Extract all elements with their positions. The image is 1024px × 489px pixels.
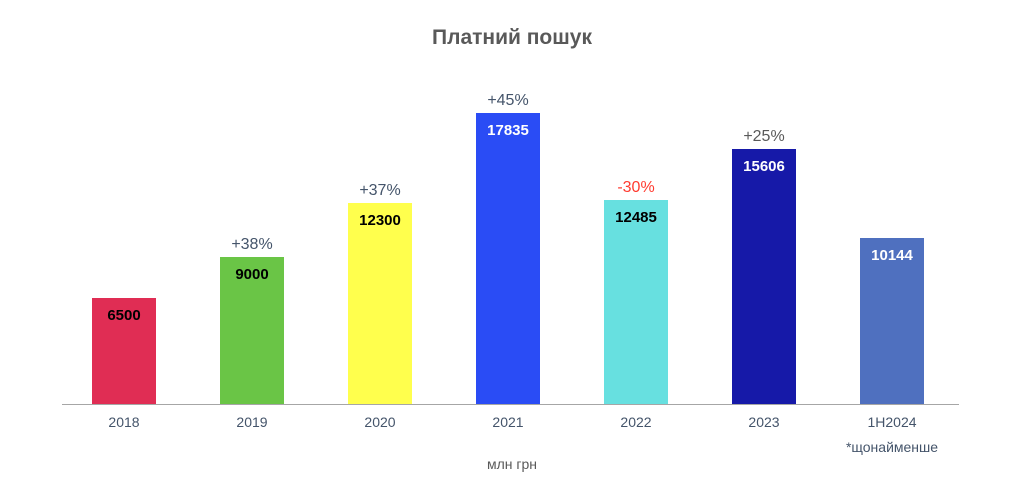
bar-value-label: 9000: [235, 266, 269, 283]
growth-label: -30%: [617, 179, 655, 196]
bar-2019: 9000: [220, 257, 284, 404]
x-axis-label: млн грн: [486, 456, 538, 472]
bar-value-label: 17835: [487, 122, 529, 139]
growth-label: +38%: [231, 236, 273, 253]
growth-label: +25%: [743, 128, 785, 145]
growth-label: +37%: [359, 182, 401, 199]
x-tick-label: 2022: [620, 414, 652, 430]
bar-value-label: 12300: [359, 212, 401, 229]
footnote-annotation: *щонайменше: [845, 439, 939, 455]
growth-label: +45%: [487, 92, 529, 109]
bar-value-label: 15606: [743, 158, 785, 175]
x-tick-label: 2019: [236, 414, 268, 430]
bar-2020: 12300: [348, 203, 412, 404]
bar-value-label: 10144: [871, 247, 913, 264]
x-tick-label: 2021: [492, 414, 524, 430]
bar-2023: 15606: [732, 149, 796, 404]
x-tick-label: 1H2024: [867, 414, 917, 430]
bar-value-label: 6500: [107, 307, 141, 324]
x-tick-label: 2018: [108, 414, 140, 430]
bar-2022: 12485: [604, 200, 668, 404]
bar-2021: 17835: [476, 113, 540, 404]
bar-1h2024: 10144: [860, 238, 924, 404]
x-tick-label: 2023: [748, 414, 780, 430]
x-tick-label: 2020: [364, 414, 396, 430]
x-axis-line: [62, 404, 959, 405]
bar-2018: 6500: [92, 298, 156, 404]
bar-value-label: 12485: [615, 209, 657, 226]
chart-title: Платний пошук: [432, 26, 592, 49]
